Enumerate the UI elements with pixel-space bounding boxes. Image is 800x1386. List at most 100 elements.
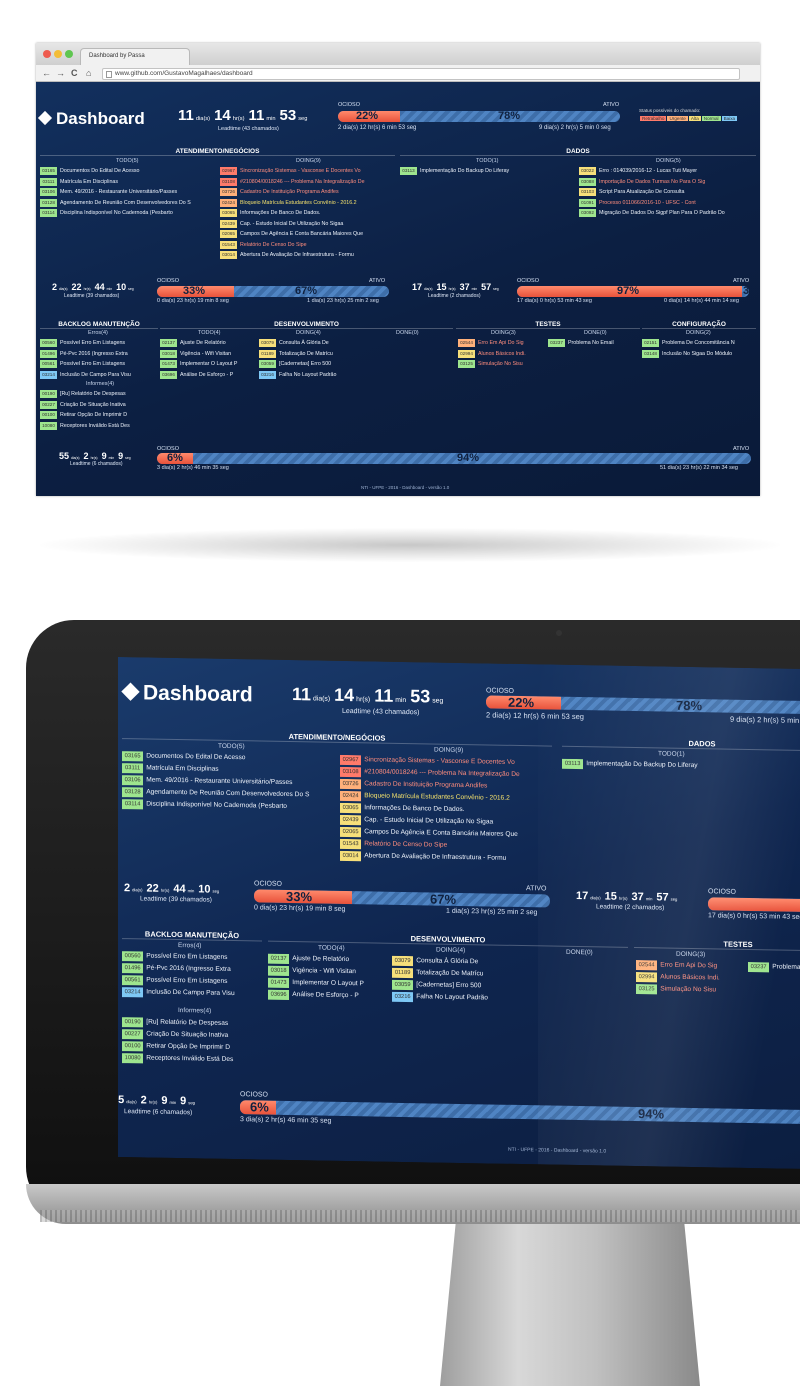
ticket-row[interactable]: 02967 Sincronização Sistemas - Vasconse E…: [220, 167, 390, 176]
ticket-title: Agendamento De Reunião Com Desenvolvedor…: [146, 788, 310, 799]
monitor-dev-ocioso-pct: 6%: [250, 1100, 269, 1115]
ticket-title: Documentos Do Edital De Acesso: [146, 752, 246, 762]
ticket-row[interactable]: 03214 Inclusão De Campo Para Visu: [122, 987, 262, 1001]
ticket-row[interactable]: 01189 Totalização De Matrícu: [259, 349, 354, 359]
ticket-row[interactable]: 01496 Pé-Pvc 2016 (Ingresso Extra: [40, 349, 155, 359]
ticket-title: Cap. - Estudo Inicial De Utilização No S…: [364, 816, 494, 826]
ticket-row[interactable]: 00100 Retirar Opção De Imprimir D: [40, 411, 155, 420]
ticket-title: Totalização De Matrícu: [279, 350, 333, 357]
monitor-backlog-info-header: Informes(4): [178, 1007, 212, 1015]
ticket-row[interactable]: 03726 Cadastro De Instituição Programa An…: [220, 188, 390, 197]
ticket-row[interactable]: 03079 Consulta À Glória De: [259, 339, 354, 348]
dados-seconds: 57: [481, 282, 492, 292]
atendimento-todo-header: TODO(5): [116, 158, 139, 164]
ticket-row[interactable]: 03165 Documentos Do Edital De Acesso: [40, 167, 210, 176]
maximize-window-icon[interactable]: [65, 50, 73, 58]
ticket-row[interactable]: 00190 [Ru] Relatório De Despesas: [40, 390, 155, 399]
ticket-row[interactable]: 02439 Cap. - Estudo Inicial De Utilização…: [220, 219, 390, 229]
ticket-row[interactable]: 00560 Possível Erro Em Listagens: [40, 339, 155, 348]
ticket-title: Matrícula Em Disciplinas: [60, 178, 118, 185]
ticket-title: Mem. 49/2016 - Restaurante Universitário…: [60, 189, 178, 195]
ticket-row[interactable]: 03018 Vigência - Wifi Visitan: [268, 965, 386, 979]
ticket-row[interactable]: 03088 Importação De Dados Turmas No Para …: [579, 177, 754, 187]
ticket-title: Informações De Banco De Dados.: [364, 804, 465, 814]
home-icon[interactable]: ⌂: [86, 68, 92, 78]
ticket-row[interactable]: 03108 #210804/0018246 --- Problema Na Int…: [220, 177, 390, 187]
ticket-row[interactable]: 02065 Campos De Agência E Conta Bancária …: [220, 230, 390, 239]
ticket-row[interactable]: 01543 Relatório De Censo Do Sipe: [220, 240, 390, 250]
total-hours: 14: [214, 107, 231, 124]
dados-minutes-unit: min: [471, 287, 478, 291]
ticket-row[interactable]: 03216 Falha No Layout Padrão: [392, 991, 510, 1005]
ticket-title: Erro Em Api Do Sig: [478, 340, 524, 346]
ticket-title: Disciplina Indisponível No Cadernoda (Pe…: [146, 800, 287, 810]
ticket-row[interactable]: 03092 Migração De Dados Do Sigpf Plan Par…: [579, 209, 754, 218]
dev-ocioso-pct: 6%: [167, 453, 183, 464]
close-window-icon[interactable]: [43, 50, 51, 58]
ticket-title: Inclusão De Campo Para Visu: [60, 371, 131, 378]
ticket-row[interactable]: 03114 Disciplina Indisponível No Cadernod…: [40, 209, 210, 218]
forward-arrow-icon[interactable]: →: [56, 68, 65, 78]
dashboard-page: Dashboard 11 dia(s) 14 hr(s) 11 min 53 seg Lead…: [36, 82, 760, 496]
ticket-title: [Cadernetas] Erro 500: [279, 361, 332, 367]
ticket-row[interactable]: 03111 Matrícula Em Disciplinas: [40, 177, 210, 187]
reload-icon[interactable]: C: [71, 68, 78, 78]
ticket-row[interactable]: 03014 Abertura De Avaliação De Infraestru…: [220, 251, 390, 260]
ticket-row[interactable]: 03103 Script Para Atualização De Consulta: [579, 188, 754, 197]
ticket-row[interactable]: 03216 Falha No Layout Padrão: [259, 370, 354, 380]
ticket-id-badge: 02065: [340, 826, 362, 838]
ticket-row[interactable]: 01473 Implementar O Layout P: [268, 977, 386, 991]
ticket-title: Possível Erro Em Listagens: [60, 361, 126, 367]
ticket-row[interactable]: 03059 [Cadernetas] Erro 500: [259, 360, 354, 369]
seconds-unit: seg: [298, 116, 308, 122]
ticket-row[interactable]: 02137 Ajuste De Relatório: [160, 339, 255, 348]
browser-tab[interactable]: Dashboard by Passa: [80, 48, 190, 65]
ticket-row[interactable]: 03148 Inclusão No Sigaa Do Módulo: [642, 349, 754, 359]
monitor-atendimento-minutes: 44: [173, 882, 186, 896]
ticket-title: Consulta À Glória De: [279, 340, 329, 346]
ticket-row[interactable]: 03018 Vigência - Wifi Visitan: [160, 349, 255, 359]
atendimento-section-title: ATENDIMENTO/NEGÓCIOS: [40, 148, 395, 156]
ticket-id-badge: 02544: [458, 339, 475, 347]
ticket-row[interactable]: 02424 Bloqueio Matrícula Estudantes Convê…: [220, 198, 390, 208]
ticket-row[interactable]: 03214 Inclusão De Campo Para Visu: [40, 370, 155, 380]
monitor-total-seconds: 53: [410, 686, 431, 707]
monitor-total-leadtime: Leadtime (43 chamados): [342, 707, 420, 717]
atendimento-ativo-label: ATIVO: [369, 278, 386, 284]
ticket-row[interactable]: 03106 Mem. 49/2016 - Restaurante Universi…: [40, 188, 210, 197]
minutes-unit: min: [266, 116, 276, 122]
ticket-row[interactable]: 00561 Possível Erro Em Listagens: [40, 360, 155, 369]
ticket-row[interactable]: 10080 Receptores Inválido Está Des: [40, 421, 155, 431]
ticket-row[interactable]: 00227 Criação De Situação Inativa: [40, 400, 155, 410]
ticket-row[interactable]: 03128 Agendamento De Reunião Com Desenvol…: [40, 198, 210, 208]
ticket-row[interactable]: 02137 Ajuste De Relatório: [268, 953, 386, 967]
ticket-row[interactable]: 01091 Processo 011066/2016-10 - UFSC - Co…: [579, 198, 754, 208]
ticket-row[interactable]: 03696 Análise De Esforço - P: [268, 989, 386, 1003]
ticket-title: Pé-Pvc 2016 (Ingresso Extra: [146, 964, 231, 973]
ticket-row[interactable]: 03065 Informações De Banco De Dados.: [220, 209, 390, 218]
monitor-days-unit: dia(s): [313, 695, 331, 703]
ticket-row[interactable]: 01473 Implementar O Layout P: [160, 360, 255, 369]
ticket-title: Possível Erro Em Listagens: [146, 976, 228, 985]
atendimento-minutes-unit: min: [106, 287, 113, 291]
ticket-row[interactable]: 03114 Disciplina Indisponível No Cadernod…: [122, 799, 332, 814]
ticket-row[interactable]: 02151 Problema De Concomitância N: [642, 339, 754, 348]
ticket-row[interactable]: 03014 Abertura De Avaliação De Infraestru…: [340, 850, 550, 866]
ticket-id-badge: 00190: [122, 1017, 144, 1028]
monitor-dev-hours: 2: [140, 1094, 147, 1107]
back-arrow-icon[interactable]: ←: [42, 68, 51, 78]
address-bar[interactable]: www.github.com/GustavoMagalhaes/dashboar…: [102, 68, 740, 80]
ticket-id-badge: 03237: [548, 339, 565, 347]
ticket-row[interactable]: 03022 Erro : 014039/2016-12 - Lucas Tuti …: [579, 167, 754, 176]
desenvolvimento-todo-header: TODO(4): [198, 330, 221, 336]
ticket-title: Bloqueio Matrícula Estudantes Convênio -…: [240, 199, 357, 206]
minimize-window-icon[interactable]: [54, 50, 62, 58]
legend-retrabalho: Retrabalho: [640, 116, 667, 121]
ticket-row[interactable]: 03696 Análise De Esforço - P: [160, 370, 255, 380]
ticket-row[interactable]: 10080 Receptores Inválido Está Des: [122, 1053, 262, 1067]
